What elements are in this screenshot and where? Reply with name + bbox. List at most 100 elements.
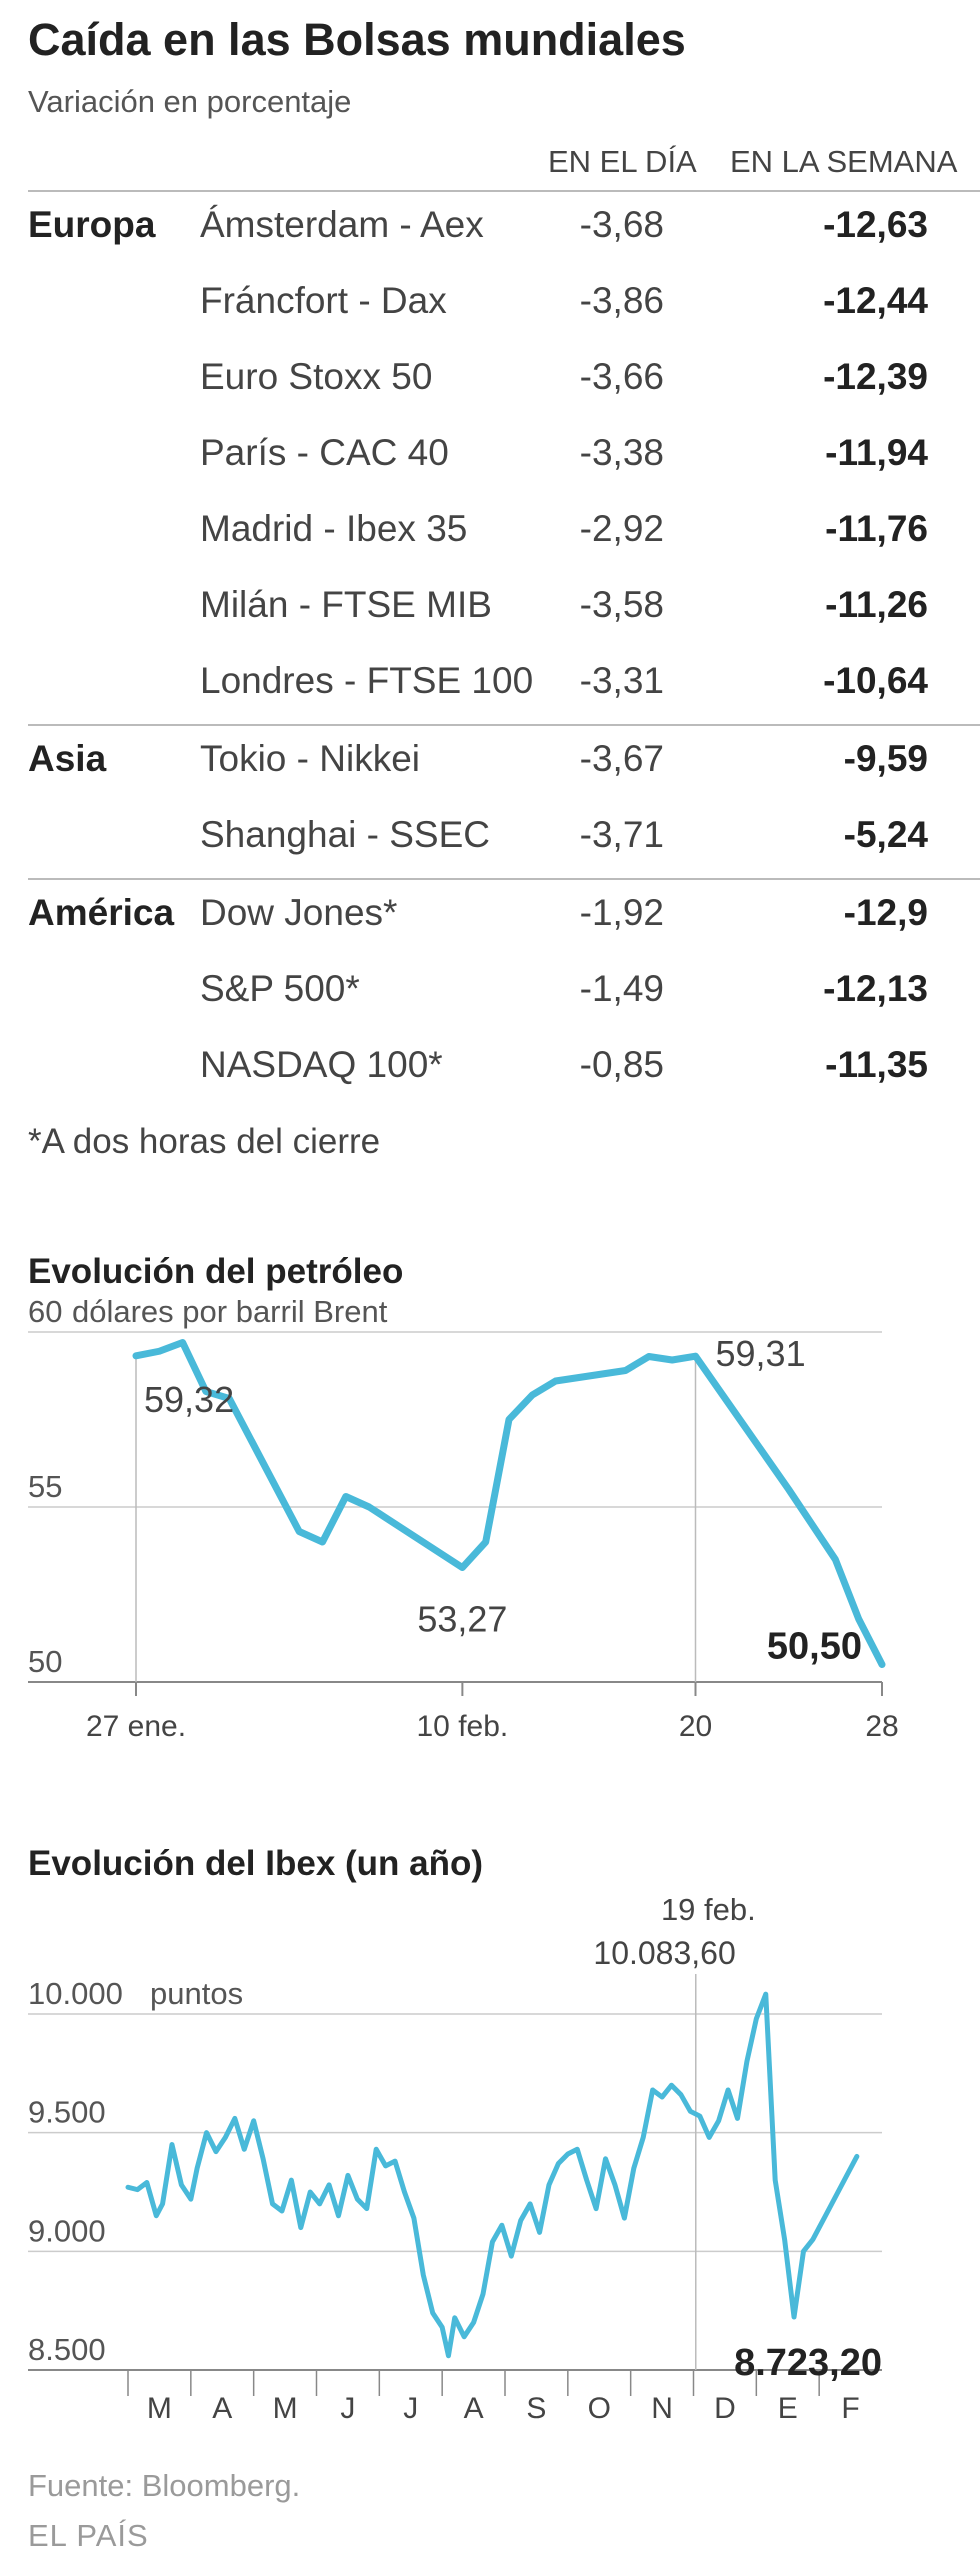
day-change: -1,49 <box>579 968 664 1009</box>
column-header-week: EN LA SEMANA <box>730 144 958 179</box>
y-tick-label: 9.500 <box>28 2095 106 2130</box>
brand-logo: EL PAÍS <box>28 2518 149 2553</box>
x-tick-label: 10 feb. <box>417 1710 509 1743</box>
region-block: Europa Ámsterdam - Aex -3,68 -12,63 Fráncfor… <box>28 190 980 724</box>
page-title: Caída en las Bolsas mundiales <box>28 14 686 65</box>
x-tick-label: A <box>212 2392 232 2425</box>
day-change: -3,58 <box>579 584 664 625</box>
table-row: Fráncfort - Dax -3,86 -12,44 <box>28 268 980 344</box>
column-header-day: EN EL DÍA <box>548 144 697 179</box>
day-change: -3,38 <box>579 432 664 473</box>
region-block: Asia Tokio - Nikkei -3,67 -9,59 Shanghai - S… <box>28 724 980 878</box>
week-change: -12,9 <box>843 892 928 933</box>
y-tick-label: 8.500 <box>28 2332 106 2367</box>
day-change: -3,66 <box>579 356 664 397</box>
x-tick-label: E <box>778 2392 798 2425</box>
oil-chart-title: Evolución del petróleo <box>28 1252 404 1291</box>
y-tick-label: 50 <box>28 1644 62 1679</box>
market-name: Tokio - Nikkei <box>200 738 420 779</box>
x-tick-label: 27 ene. <box>86 1710 186 1743</box>
table-row: Milán - FTSE MIB -3,58 -11,26 <box>28 572 980 648</box>
market-name: Milán - FTSE MIB <box>200 584 492 625</box>
y-axis-unit-label: puntos <box>150 1976 243 2011</box>
market-name: Dow Jones* <box>200 892 398 933</box>
x-tick-label: J <box>340 2392 355 2425</box>
x-tick-label: 28 <box>865 1710 898 1743</box>
page-subtitle: Variación en porcentaje <box>28 84 352 119</box>
ibex-index-line <box>125 1991 860 2359</box>
table-row: Euro Stoxx 50 -3,66 -12,39 <box>28 344 980 420</box>
region-label: América <box>28 892 175 933</box>
market-name: París - CAC 40 <box>200 432 449 473</box>
week-change: -11,94 <box>825 432 928 473</box>
week-change: -11,26 <box>825 584 928 625</box>
market-name: Euro Stoxx 50 <box>200 356 433 397</box>
x-tick-label: N <box>651 2392 673 2425</box>
ibex-chart: 10.000 9.500 9.000 8.500 puntos M A M J J A S O N D E F 1… <box>28 1892 882 2425</box>
day-change: -0,85 <box>579 1044 664 1085</box>
data-label: 53,27 <box>417 1599 507 1640</box>
day-change: -3,71 <box>579 814 664 855</box>
week-change: -11,76 <box>825 508 928 549</box>
x-tick-label: A <box>464 2392 484 2425</box>
week-change: -5,24 <box>843 814 928 855</box>
y-tick-label: 10.000 <box>28 1976 123 2011</box>
x-tick-label: 20 <box>679 1710 712 1743</box>
oil-chart: 60 55 50 dólares por barril Brent 27 ene. 10 … <box>28 1294 899 1743</box>
market-name: NASDAQ 100* <box>200 1044 443 1085</box>
week-change: -9,59 <box>843 738 928 779</box>
y-tick-label: 9.000 <box>28 2213 106 2248</box>
y-tick-label: 55 <box>28 1469 62 1504</box>
day-change: -3,68 <box>579 204 664 245</box>
x-tick-label: M <box>147 2392 172 2425</box>
ibex-chart-title: Evolución del Ibex (un año) <box>28 1844 484 1883</box>
data-label: 50,50 <box>767 1626 862 1668</box>
table-row: Londres - FTSE 100 -3,31 -10,64 <box>28 648 980 724</box>
x-tick-label: S <box>526 2392 546 2425</box>
region-label: Europa <box>28 204 156 245</box>
day-change: -1,92 <box>579 892 664 933</box>
table-row: América Dow Jones* -1,92 -12,9 <box>28 880 980 956</box>
data-label: 59,31 <box>716 1333 806 1374</box>
table-row: Asia Tokio - Nikkei -3,67 -9,59 <box>28 726 980 802</box>
oil-price-line <box>132 1339 886 1668</box>
week-change: -11,35 <box>825 1044 928 1085</box>
week-change: -12,39 <box>823 356 928 397</box>
y-tick-label: 60 <box>28 1294 62 1329</box>
market-name: Fráncfort - Dax <box>200 280 447 321</box>
market-name: Ámsterdam - Aex <box>200 204 484 245</box>
week-change: -12,44 <box>823 280 928 321</box>
day-change: -3,31 <box>579 660 664 701</box>
x-tick-label: F <box>841 2392 859 2425</box>
market-name: S&P 500* <box>200 968 360 1009</box>
x-tick-label: O <box>588 2392 611 2425</box>
region-block: América Dow Jones* -1,92 -12,9 S&P 500* -1,49… <box>28 878 980 1108</box>
table-footnote: *A dos horas del cierre <box>28 1122 381 1161</box>
day-change: -2,92 <box>579 508 664 549</box>
week-change: -10,64 <box>823 660 928 701</box>
day-change: -3,86 <box>579 280 664 321</box>
table-row: S&P 500* -1,49 -12,13 <box>28 956 980 1032</box>
day-change: -3,67 <box>579 738 664 779</box>
table-row: París - CAC 40 -3,38 -11,94 <box>28 420 980 496</box>
week-change: -12,13 <box>823 968 928 1009</box>
table-row: Europa Ámsterdam - Aex -3,68 -12,63 <box>28 192 980 268</box>
week-change: -12,63 <box>823 204 928 245</box>
data-label: 8.723,20 <box>734 2342 882 2384</box>
market-name: Madrid - Ibex 35 <box>200 508 468 549</box>
market-name: Shanghai - SSEC <box>200 814 491 855</box>
x-tick-label: M <box>273 2392 298 2425</box>
x-tick-label: J <box>403 2392 418 2425</box>
region-label: Asia <box>28 738 107 779</box>
table-row: NASDAQ 100* -0,85 -11,35 <box>28 1032 980 1108</box>
data-label: 19 feb. <box>661 1892 756 1927</box>
table-row: Madrid - Ibex 35 -2,92 -11,76 <box>28 496 980 572</box>
markets-table: Europa Ámsterdam - Aex -3,68 -12,63 Fráncfor… <box>28 190 980 1108</box>
data-label: 59,32 <box>144 1379 234 1420</box>
x-tick-label: D <box>714 2392 736 2425</box>
y-axis-unit-label: dólares por barril Brent <box>72 1294 388 1329</box>
source-note: Fuente: Bloomberg. <box>28 2468 301 2503</box>
data-label: 10.083,60 <box>593 1935 735 1971</box>
market-name: Londres - FTSE 100 <box>200 660 534 701</box>
table-row: Shanghai - SSEC -3,71 -5,24 <box>28 802 980 878</box>
